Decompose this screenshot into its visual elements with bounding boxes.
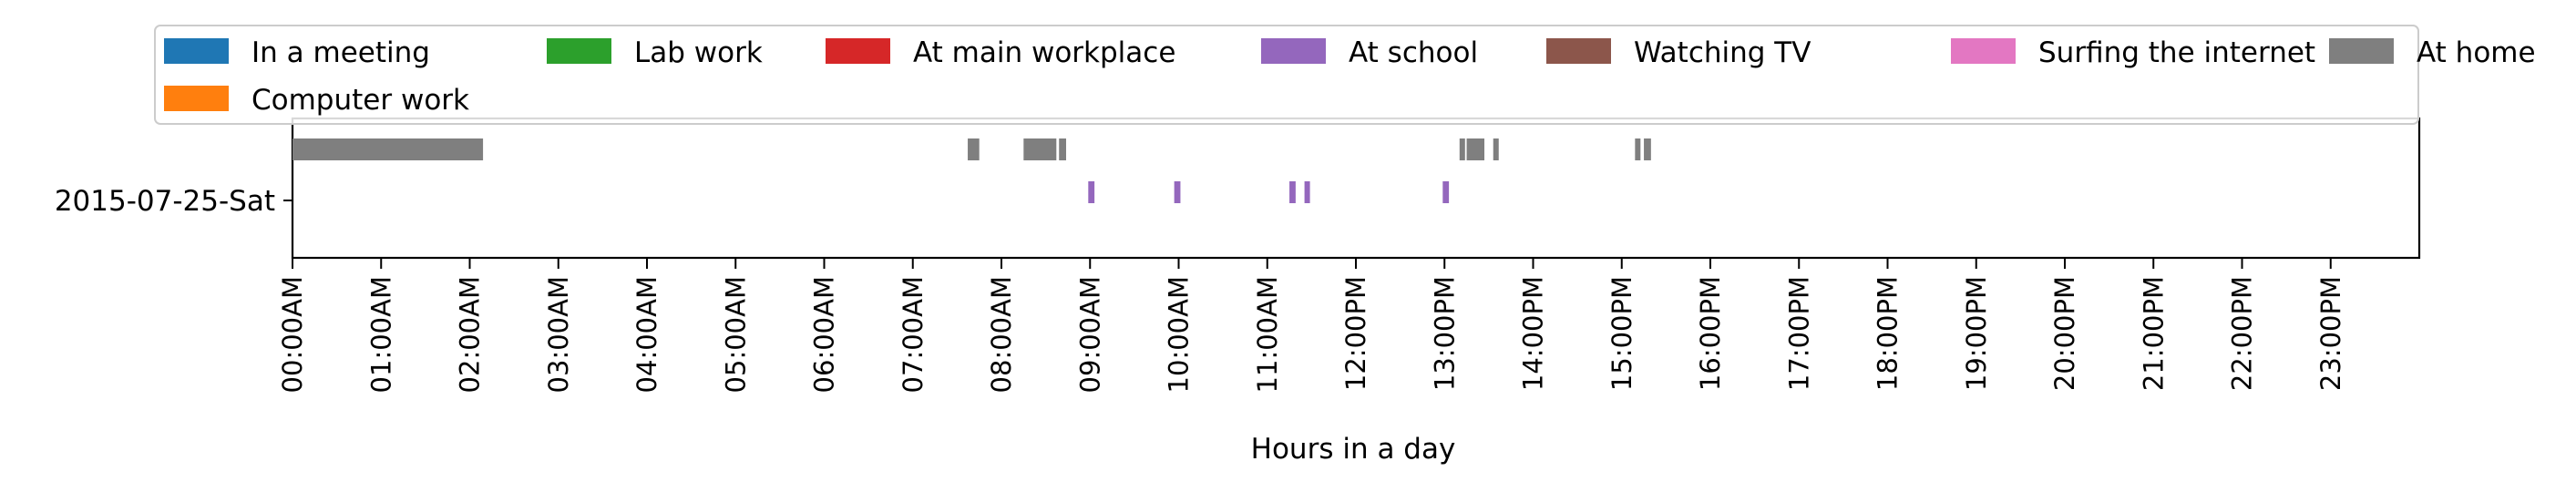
x-tick-label-19: 19:00PM: [1961, 276, 1992, 391]
bar-at-home-3: [1059, 138, 1066, 160]
legend-swatch-surfing-the-internet: [1951, 38, 2016, 64]
x-tick-label-13: 13:00PM: [1429, 276, 1460, 391]
legend-label-lab-work: Lab work: [634, 36, 763, 69]
bar-at-school-3: [1304, 181, 1310, 203]
bar-at-home-6: [1493, 138, 1499, 160]
legend-label-at-main-workplace: At main workplace: [913, 36, 1175, 69]
bar-at-home-1: [968, 138, 980, 160]
plot-frame: [291, 117, 2421, 260]
bar-at-school-0: [1088, 181, 1095, 203]
y-axis: 2015-07-25-Sat: [55, 185, 292, 218]
x-tick-label-10: 10:00AM: [1164, 276, 1195, 393]
legend-swatch-at-school: [1261, 38, 1326, 64]
bar-at-school-2: [1289, 181, 1296, 203]
x-tick-label-15: 15:00PM: [1606, 276, 1637, 391]
legend-label-surfing-the-internet: Surfing the internet: [2038, 36, 2315, 69]
x-tick-label-21: 21:00PM: [2138, 276, 2169, 391]
legend-label-at-home: At home: [2417, 36, 2536, 69]
x-tick-label-18: 18:00PM: [1873, 276, 1904, 391]
x-tick-label-1: 01:00AM: [365, 276, 396, 393]
x-tick-label-11: 11:00AM: [1252, 276, 1283, 393]
bar-at-home-5: [1466, 138, 1485, 160]
bar-at-home-0: [292, 138, 484, 160]
bar-at-school-1: [1174, 181, 1181, 203]
legend-swatch-watching-tv: [1546, 38, 1611, 64]
x-tick-label-16: 16:00PM: [1695, 276, 1726, 391]
x-tick-label-0: 00:00AM: [277, 276, 308, 393]
x-axis-label: Hours in a day: [1251, 433, 1456, 466]
legend-label-watching-tv: Watching TV: [1634, 36, 1811, 69]
x-tick-label-8: 08:00AM: [986, 276, 1017, 393]
legend-swatch-computer-work: [164, 86, 229, 111]
x-tick-label-3: 03:00AM: [543, 276, 574, 393]
x-axis: 00:00AM 01:00AM 02:00AM 03:00AM 04:00AM 05:00…: [277, 258, 2346, 393]
bar-at-home-8: [1644, 138, 1651, 160]
bar-at-home-7: [1635, 138, 1641, 160]
legend-swatch-lab-work: [547, 38, 611, 64]
x-tick-label-2: 02:00AM: [455, 276, 486, 393]
x-tick-label-12: 12:00PM: [1340, 276, 1371, 391]
legend-label-in-a-meeting: In a meeting: [251, 36, 430, 69]
bar-at-home-4: [1459, 138, 1465, 160]
x-tick-label-6: 06:00AM: [809, 276, 840, 393]
legend-swatch-at-main-workplace: [826, 38, 890, 64]
legend-swatch-at-home: [2329, 38, 2394, 64]
x-tick-label-5: 05:00AM: [720, 276, 751, 393]
legend-label-at-school: At school: [1349, 36, 1478, 69]
x-tick-label-9: 09:00AM: [1074, 276, 1105, 393]
bar-at-home-2: [1023, 138, 1057, 160]
x-tick-label-23: 23:00PM: [2315, 276, 2346, 391]
legend: In a meeting Lab work At main workplace At …: [154, 25, 2536, 125]
x-tick-label-4: 04:00AM: [631, 276, 662, 393]
legend-box: [154, 25, 2419, 125]
plot-area: [291, 117, 2421, 260]
legend-label-computer-work: Computer work: [251, 84, 469, 117]
x-tick-label-22: 22:00PM: [2227, 276, 2258, 391]
x-tick-label-7: 07:00AM: [898, 276, 929, 393]
x-tick-label-17: 17:00PM: [1783, 276, 1814, 391]
bar-at-school-4: [1442, 181, 1450, 203]
x-tick-label-20: 20:00PM: [2049, 276, 2080, 391]
x-tick-label-14: 14:00PM: [1518, 276, 1549, 391]
y-tick-label-0: 2015-07-25-Sat: [55, 185, 275, 218]
legend-swatch-in-a-meeting: [164, 38, 229, 64]
activity-marks: [292, 138, 1651, 203]
